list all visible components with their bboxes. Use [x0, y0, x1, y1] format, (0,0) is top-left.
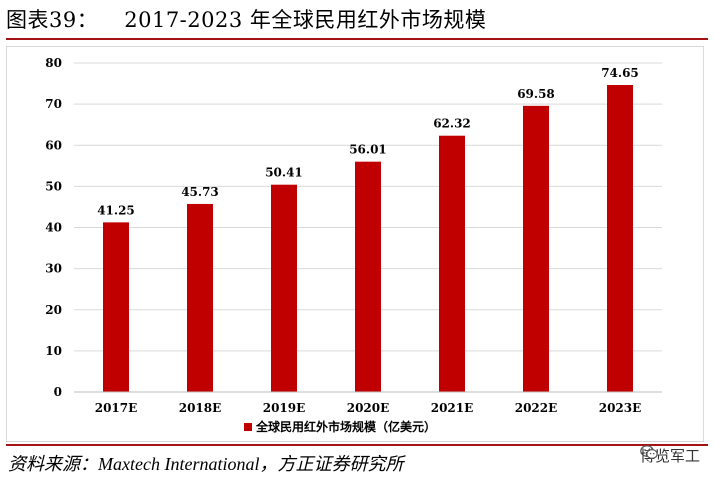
bar [187, 203, 213, 392]
bar [607, 85, 633, 392]
y-axis: 0 10 20 30 40 50 60 70 80 [45, 56, 62, 399]
data-label: 69.58 [517, 87, 555, 101]
data-label: 45.73 [181, 185, 219, 199]
wechat-icon [640, 445, 658, 459]
x-tick-label: 2023E [599, 401, 642, 415]
value-labels: 41.25 45.73 50.41 56.01 62.32 69.58 74.65 [97, 66, 639, 217]
y-tick-label: 0 [54, 385, 62, 399]
bar [103, 222, 129, 392]
legend-swatch [244, 423, 252, 431]
source-divider [6, 444, 708, 446]
y-tick-label: 50 [45, 179, 62, 193]
x-tick-label: 2020E [347, 401, 390, 415]
bar [523, 105, 549, 393]
source-note: 资料来源：Maxtech International，方正证券研究所 [8, 454, 404, 474]
y-tick-label: 40 [45, 221, 62, 235]
bar [355, 161, 381, 392]
y-tick-label: 80 [45, 56, 62, 70]
figure-number: 图表39： [6, 8, 99, 32]
x-axis: 2017E 2018E 2019E 2020E 2021E 2022E 2023E [74, 391, 662, 415]
data-label: 56.01 [349, 143, 387, 157]
title-divider [6, 38, 708, 40]
x-tick-label: 2021E [431, 401, 474, 415]
title-text: 2017-2023 年全球民用红外市场规模 [124, 8, 487, 32]
data-label: 62.32 [433, 117, 471, 131]
data-label: 41.25 [97, 203, 135, 217]
chart-frame [6, 46, 704, 442]
y-tick-label: 70 [45, 97, 62, 111]
x-tick-label: 2017E [95, 401, 138, 415]
x-tick-label: 2019E [263, 401, 306, 415]
chart-title: 图表39： 2017-2023 年全球民用红外市场规模 [6, 2, 706, 36]
x-tick-label: 2018E [179, 401, 222, 415]
bars [103, 85, 633, 393]
y-tick-label: 30 [45, 262, 62, 276]
y-tick-label: 60 [45, 138, 62, 152]
legend-label: 全球民用红外市场规模（亿美元） [255, 419, 436, 434]
watermark-badge: 博览军工 [640, 444, 700, 466]
y-tick-label: 10 [45, 344, 62, 358]
legend: 全球民用红外市场规模（亿美元） [244, 419, 436, 434]
bar [439, 135, 465, 393]
x-tick-label: 2022E [515, 401, 558, 415]
bar [271, 184, 297, 392]
y-tick-label: 20 [45, 303, 62, 317]
data-label: 74.65 [601, 66, 639, 80]
data-label: 50.41 [265, 166, 303, 180]
